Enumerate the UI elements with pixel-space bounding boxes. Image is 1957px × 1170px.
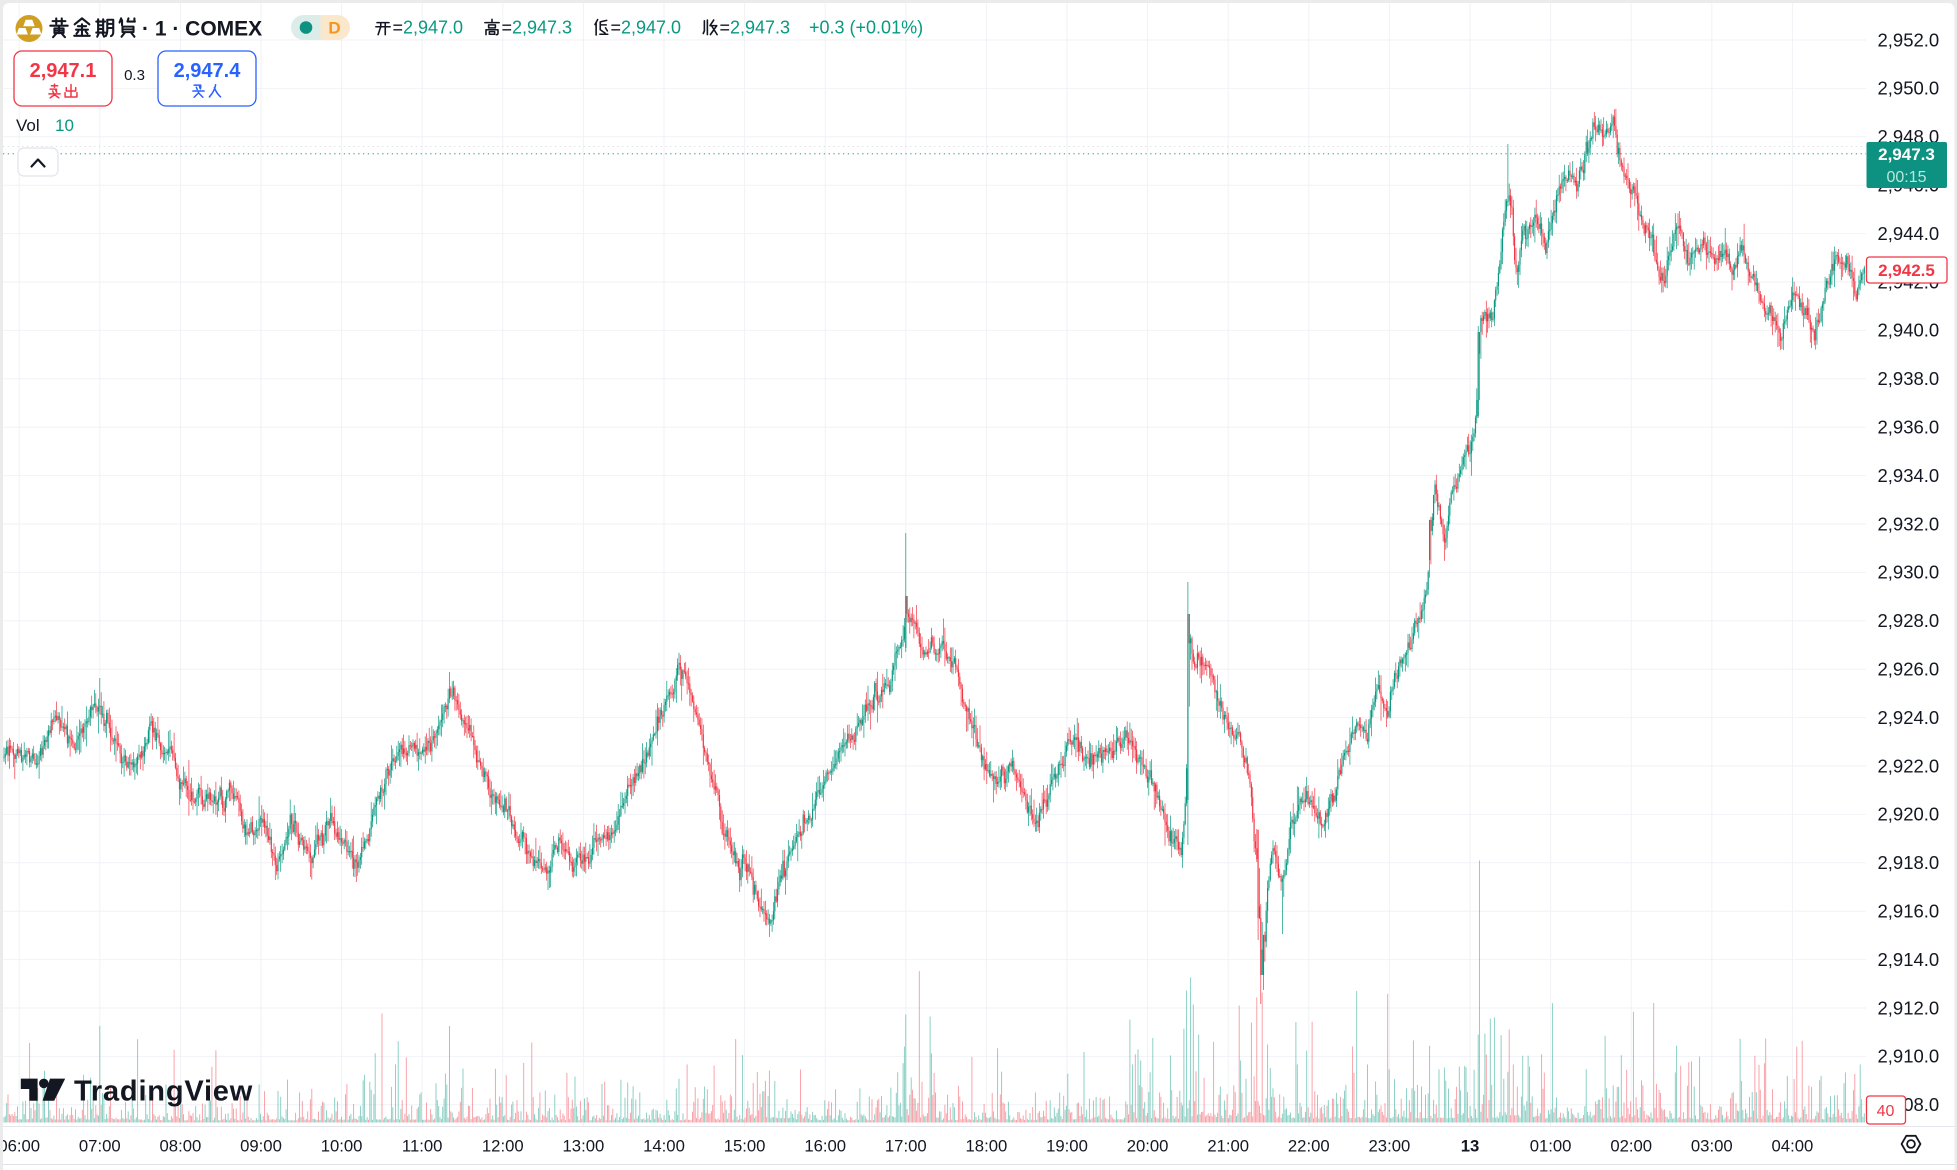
svg-text:13:00: 13:00: [563, 1137, 605, 1156]
svg-text:11:00: 11:00: [402, 1137, 443, 1156]
svg-text:2,950.0: 2,950.0: [1878, 78, 1940, 99]
svg-text:2,930.0: 2,930.0: [1878, 562, 1940, 583]
svg-text:2,940.0: 2,940.0: [1878, 320, 1940, 341]
svg-text:21:00: 21:00: [1207, 1137, 1249, 1156]
svg-text:2,947.4: 2,947.4: [174, 60, 242, 82]
svg-text:2,948.0: 2,948.0: [1878, 126, 1940, 147]
svg-text:2,952.0: 2,952.0: [1878, 29, 1940, 50]
svg-text:=: =: [720, 18, 731, 38]
svg-text:09:00: 09:00: [240, 1137, 282, 1156]
svg-text:40: 40: [1877, 1103, 1895, 1120]
svg-text:TradingView: TradingView: [74, 1076, 253, 1108]
svg-text:2,944.0: 2,944.0: [1878, 223, 1940, 244]
svg-text:2,947.0: 2,947.0: [403, 18, 463, 38]
svg-text:07:00: 07:00: [79, 1137, 121, 1156]
svg-text:19:00: 19:00: [1046, 1137, 1088, 1156]
svg-text:2,914.0: 2,914.0: [1878, 949, 1940, 970]
svg-text:2,947.0: 2,947.0: [621, 18, 681, 38]
svg-text:15:00: 15:00: [724, 1137, 766, 1156]
svg-text:2,910.0: 2,910.0: [1878, 1046, 1940, 1067]
svg-text:03:00: 03:00: [1691, 1137, 1733, 1156]
svg-text:=: =: [393, 18, 404, 38]
svg-text:2,926.0: 2,926.0: [1878, 659, 1940, 680]
svg-text:2,920.0: 2,920.0: [1878, 804, 1940, 825]
svg-text:23:00: 23:00: [1369, 1137, 1411, 1156]
svg-text:13: 13: [1461, 1137, 1480, 1156]
svg-text:=: =: [502, 18, 513, 38]
svg-text:2,912.0: 2,912.0: [1878, 997, 1940, 1018]
svg-text:14:00: 14:00: [643, 1137, 685, 1156]
svg-text:20:00: 20:00: [1127, 1137, 1169, 1156]
svg-text:2,947.3: 2,947.3: [730, 18, 790, 38]
svg-text:2,934.0: 2,934.0: [1878, 465, 1940, 486]
svg-text:16:00: 16:00: [804, 1137, 846, 1156]
svg-text:+0.3 (+0.01%): +0.3 (+0.01%): [809, 18, 923, 38]
svg-text:04:00: 04:00: [1772, 1137, 1814, 1156]
svg-text:2,947.3: 2,947.3: [1878, 145, 1935, 164]
svg-text:2,947.1: 2,947.1: [30, 60, 97, 82]
svg-text:Vol: Vol: [16, 116, 40, 135]
svg-text:2,947.3: 2,947.3: [512, 18, 572, 38]
svg-text:00:15: 00:15: [1886, 169, 1926, 186]
svg-text:10:00: 10:00: [321, 1137, 363, 1156]
svg-text:2,928.0: 2,928.0: [1878, 610, 1940, 631]
svg-text:2,916.0: 2,916.0: [1878, 901, 1940, 922]
svg-text:2,924.0: 2,924.0: [1878, 707, 1940, 728]
svg-text:01:00: 01:00: [1530, 1137, 1572, 1156]
svg-text:17:00: 17:00: [885, 1137, 927, 1156]
svg-text:D: D: [328, 19, 340, 38]
svg-text:2,942.5: 2,942.5: [1878, 261, 1935, 280]
svg-text:12:00: 12:00: [482, 1137, 524, 1156]
svg-text:22:00: 22:00: [1288, 1137, 1330, 1156]
svg-text:18:00: 18:00: [966, 1137, 1008, 1156]
svg-text:08:00: 08:00: [160, 1137, 202, 1156]
svg-text:02:00: 02:00: [1610, 1137, 1652, 1156]
svg-text:2,932.0: 2,932.0: [1878, 513, 1940, 534]
svg-text:06:00: 06:00: [0, 1137, 40, 1156]
svg-text:2,938.0: 2,938.0: [1878, 368, 1940, 389]
svg-text:2,918.0: 2,918.0: [1878, 852, 1940, 873]
svg-text:0.3: 0.3: [124, 67, 145, 84]
svg-text:· 1 · COMEX: · 1 · COMEX: [142, 18, 262, 41]
svg-text:2,922.0: 2,922.0: [1878, 755, 1940, 776]
svg-text:=: =: [611, 18, 622, 38]
svg-text:2,936.0: 2,936.0: [1878, 417, 1940, 438]
svg-text:10: 10: [55, 116, 74, 135]
